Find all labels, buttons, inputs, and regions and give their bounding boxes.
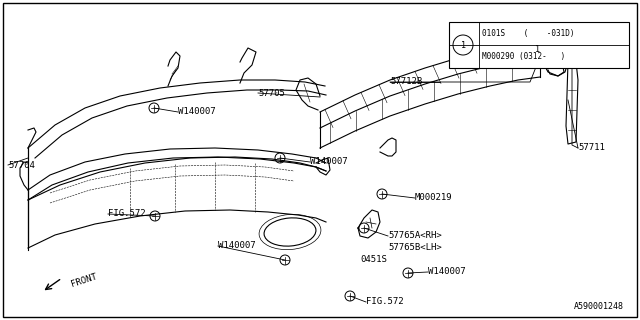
Text: 57712B: 57712B	[390, 77, 422, 86]
Text: 57711: 57711	[578, 143, 605, 153]
Text: M000219: M000219	[415, 194, 452, 203]
Text: M000290 (0312-   ): M000290 (0312- )	[482, 52, 565, 61]
Bar	[449, 22, 629, 68]
Text: FIG.572: FIG.572	[366, 298, 404, 307]
Text: 0101S    (    -031D): 0101S ( -031D)	[482, 29, 575, 38]
Text: FIG.572: FIG.572	[108, 210, 146, 219]
Text: 57765A<RH>: 57765A<RH>	[388, 231, 442, 241]
Text: 57765B<LH>: 57765B<LH>	[388, 244, 442, 252]
Text: 1: 1	[461, 41, 465, 50]
Text: W140007: W140007	[218, 242, 255, 251]
Text: W140007: W140007	[428, 268, 466, 276]
Text: 0451S: 0451S	[360, 255, 387, 265]
Text: A590001248: A590001248	[574, 302, 624, 311]
Text: FRONT: FRONT	[70, 272, 99, 288]
Text: W140007: W140007	[310, 157, 348, 166]
Text: W140007: W140007	[178, 108, 216, 116]
Text: 1: 1	[534, 45, 540, 54]
Ellipse shape	[264, 218, 316, 246]
Text: 57705: 57705	[258, 89, 285, 98]
Text: 57704: 57704	[8, 161, 35, 170]
